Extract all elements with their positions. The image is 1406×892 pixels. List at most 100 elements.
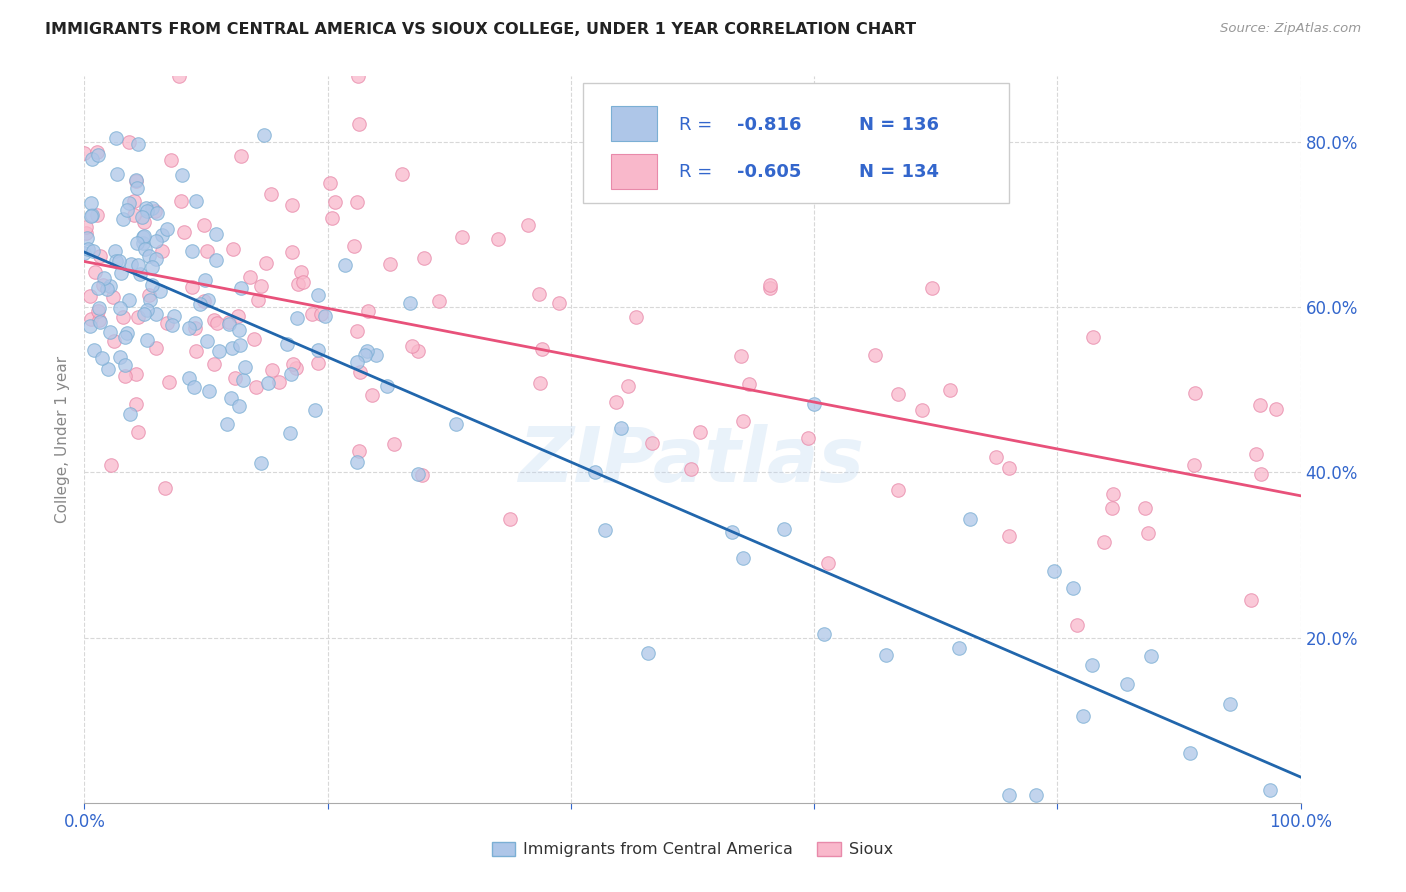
Point: [194, 272, 217, 286]
Point: [817, 556, 839, 570]
Point: [150, 244, 173, 259]
Point: [89, 249, 111, 263]
Text: -0.816: -0.816: [738, 116, 801, 134]
Point: [86, 208, 108, 222]
Point: [260, 362, 283, 376]
Point: [110, 301, 132, 315]
Point: [346, 324, 368, 338]
Point: [87, 281, 110, 295]
Point: [117, 202, 139, 217]
Point: [249, 278, 271, 293]
Point: [346, 354, 368, 368]
Point: [134, 242, 156, 256]
Point: [122, 209, 145, 223]
Point: [343, 239, 366, 253]
Point: [218, 317, 240, 331]
Point: [188, 297, 211, 311]
Point: [96, 282, 118, 296]
Point: [87, 303, 110, 318]
Point: [1081, 330, 1104, 344]
Point: [184, 316, 207, 330]
Point: [292, 275, 315, 289]
Point: [1239, 593, 1261, 607]
Point: [689, 425, 711, 439]
Point: [1071, 708, 1094, 723]
Point: [1081, 658, 1104, 673]
Point: [215, 417, 238, 431]
Point: [205, 252, 228, 267]
Point: [232, 373, 254, 387]
Point: [1178, 746, 1201, 760]
Point: [242, 332, 264, 346]
Point: [346, 194, 368, 209]
Point: [141, 277, 163, 292]
Point: [87, 148, 110, 162]
Point: [759, 281, 782, 295]
Point: [1101, 500, 1123, 515]
Point: [202, 358, 225, 372]
Point: [637, 646, 659, 660]
Point: [444, 417, 467, 431]
Point: [207, 316, 229, 330]
Point: [276, 336, 298, 351]
Point: [1258, 783, 1281, 797]
Point: [84, 265, 107, 279]
Point: [79, 289, 101, 303]
Point: [222, 242, 245, 256]
Point: [127, 425, 149, 440]
Point: [1244, 447, 1267, 461]
Point: [159, 375, 181, 389]
Point: [160, 318, 183, 332]
Point: [681, 462, 703, 476]
Point: [499, 512, 522, 526]
Point: [155, 317, 177, 331]
Point: [195, 334, 218, 348]
Point: [110, 266, 132, 280]
Point: [145, 307, 167, 321]
Point: [202, 312, 225, 326]
Point: [80, 311, 103, 326]
Point: [731, 551, 754, 566]
Point: [145, 252, 167, 266]
Text: IMMIGRANTS FROM CENTRAL AMERICA VS SIOUX COLLEGE, UNDER 1 YEAR CORRELATION CHART: IMMIGRANTS FROM CENTRAL AMERICA VS SIOUX…: [45, 22, 917, 37]
Point: [1249, 398, 1271, 412]
Point: [177, 371, 200, 385]
Point: [73, 145, 96, 160]
Point: [219, 391, 242, 405]
Point: [134, 307, 156, 321]
Point: [959, 512, 981, 526]
Point: [205, 227, 228, 241]
Point: [163, 310, 186, 324]
Point: [145, 341, 167, 355]
Point: [610, 421, 633, 435]
Point: [1139, 649, 1161, 664]
Point: [193, 218, 215, 232]
Point: [486, 232, 509, 246]
Point: [1115, 677, 1137, 691]
Point: [138, 249, 160, 263]
Point: [127, 137, 149, 152]
Point: [772, 522, 794, 536]
Point: [139, 293, 162, 307]
Point: [224, 370, 246, 384]
Point: [1265, 402, 1288, 417]
Point: [136, 334, 159, 348]
Point: [307, 288, 329, 302]
Point: [80, 210, 103, 224]
Point: [530, 343, 553, 357]
Point: [281, 244, 304, 259]
Point: [91, 277, 114, 292]
Point: [118, 407, 141, 421]
Point: [257, 376, 280, 390]
Point: [278, 425, 301, 440]
Text: R =: R =: [679, 163, 718, 181]
Point: [641, 435, 664, 450]
Point: [193, 294, 215, 309]
Point: [115, 326, 138, 341]
Point: [401, 339, 423, 353]
Point: [100, 458, 122, 473]
Point: [1025, 788, 1047, 802]
Point: [399, 295, 422, 310]
Point: [100, 325, 122, 339]
Point: [143, 203, 166, 218]
